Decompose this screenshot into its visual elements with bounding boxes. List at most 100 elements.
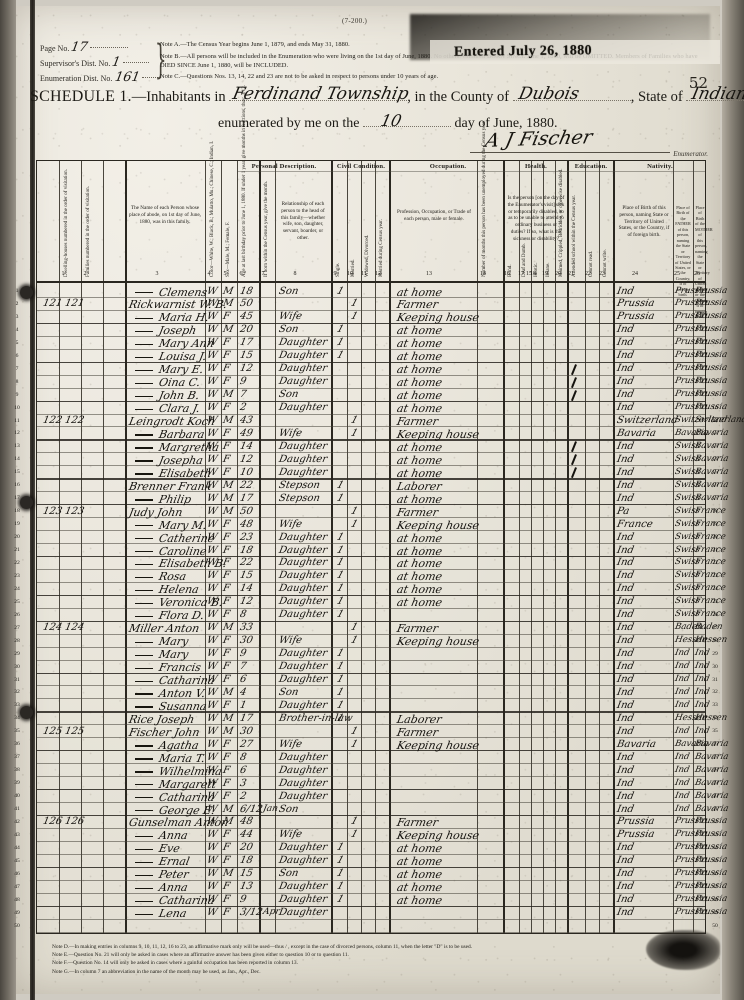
group-personal-description: Personal Description. xyxy=(251,163,317,170)
cell-value: Daughter xyxy=(277,764,329,776)
row-separator xyxy=(37,724,705,726)
cell-value: Bavaria xyxy=(694,492,730,503)
cell-value: 10 xyxy=(238,466,254,478)
cell-value: W xyxy=(205,855,219,867)
cell-value: M xyxy=(221,389,235,401)
cell-value: France xyxy=(694,570,727,581)
header-father-birthplace: Place of Birth of the FATHER of this per… xyxy=(675,205,691,298)
row-separator xyxy=(37,633,705,635)
cell-value: Ind xyxy=(615,376,635,388)
enumeration-dist-label: Enumeration Dist. No. xyxy=(40,74,113,83)
group-education: Education. xyxy=(574,163,608,170)
cell-value: Ind xyxy=(615,583,635,595)
cell-value: Bavaria xyxy=(615,738,657,750)
line-number: 22 xyxy=(14,559,20,566)
row-separator xyxy=(37,504,705,506)
column-number: 2 xyxy=(83,271,87,277)
cell-value: Clemens xyxy=(157,285,209,299)
line-number: 46 xyxy=(14,870,20,877)
header-occupation: Profession, Occupation, or Trade of each… xyxy=(396,209,472,222)
cell-value: Prussia xyxy=(694,324,729,335)
cell-value: 12 xyxy=(238,596,254,608)
line-number: 21 xyxy=(14,547,20,553)
cell-value: Wife xyxy=(277,738,303,750)
line-number: 2 xyxy=(713,300,717,307)
row-separator xyxy=(37,789,705,791)
line-number: 30 xyxy=(14,663,20,670)
header-dwelling: Dwelling-houses numbered in the order of… xyxy=(63,169,69,277)
cell-value: W xyxy=(205,725,219,737)
cell-value: F xyxy=(221,829,232,841)
cell-value: Daughter xyxy=(277,544,329,556)
cell-value: Wife xyxy=(277,518,303,530)
schedule-label: SCHEDULE 1. xyxy=(30,88,132,105)
cell-value: 30 xyxy=(238,635,254,647)
cell-value: France xyxy=(615,518,654,530)
row-separator xyxy=(37,296,705,298)
row-separator xyxy=(37,659,705,661)
row-separator xyxy=(37,594,705,597)
cell-value: Mary M. xyxy=(157,518,208,532)
cell-value: 2 xyxy=(238,402,248,414)
group-occupation: Occupation. xyxy=(429,163,467,170)
cell-value: at home xyxy=(395,350,444,364)
cell-value: Ind xyxy=(694,674,711,684)
supervisor-dist-value: 1 xyxy=(111,55,123,70)
note-b: Note B.—All persons will be included in … xyxy=(160,53,698,70)
cell-value: W xyxy=(205,648,219,660)
cell-value: W xyxy=(205,764,219,776)
ditto-dash xyxy=(135,563,153,566)
cell-value: 15 xyxy=(238,350,254,362)
column-number: 11 xyxy=(361,271,367,277)
cell-value: W xyxy=(205,842,219,854)
line-number: 14 xyxy=(14,456,20,463)
cell-value: W xyxy=(205,738,219,750)
line-number: 22 xyxy=(712,559,718,566)
cell-value: Miller Anton xyxy=(127,622,201,636)
line-number: 36 xyxy=(712,741,718,748)
line-number: 8 xyxy=(713,378,717,385)
page-no-value: 17 xyxy=(70,40,90,55)
cell-value: Prussia xyxy=(694,402,729,413)
row-separator xyxy=(37,452,705,454)
cell-value: M xyxy=(221,415,235,426)
line-number: 19 xyxy=(712,521,718,528)
line-number: 9 xyxy=(15,391,19,398)
cell-value: Daughter xyxy=(277,376,329,388)
line-number: 37 xyxy=(14,754,20,761)
line-number: 25 xyxy=(14,598,20,605)
cell-value: Ind xyxy=(615,635,635,647)
cell-value: 14 xyxy=(238,583,254,595)
line-number: 26 xyxy=(712,611,718,618)
cell-value: M xyxy=(221,725,235,737)
row-separator xyxy=(37,918,705,920)
single-tick: 1 xyxy=(335,674,346,685)
line-number: 24 xyxy=(14,585,20,592)
single-tick: 1 xyxy=(335,686,346,698)
column-number: 8 xyxy=(293,271,297,277)
cell-value: M xyxy=(221,298,235,310)
cell-value: 1 xyxy=(238,699,248,711)
ditto-dash xyxy=(135,538,153,540)
county-value: Dubois xyxy=(516,84,581,104)
cell-value: Elisabeth xyxy=(157,466,213,480)
ditto-dash xyxy=(135,900,153,903)
married-tick: 1 xyxy=(349,829,360,841)
cell-value: 18 xyxy=(238,855,254,867)
enumerator-caption: Enumerator. xyxy=(673,150,708,158)
column-number: 10 xyxy=(347,271,353,277)
line-number: 32 xyxy=(712,689,718,696)
cell-value: Ind xyxy=(615,363,635,375)
column-number: 15 xyxy=(526,271,532,277)
ditto-dash xyxy=(135,874,153,877)
line-number: 45 xyxy=(712,857,718,864)
cell-value: Prussia xyxy=(694,337,729,348)
cell-value: M xyxy=(221,622,235,634)
cell-value: Leingrodt Koch xyxy=(127,415,217,428)
brace-decoration: } xyxy=(154,37,167,83)
cell-value: Daughter xyxy=(277,363,329,375)
cell-value: W xyxy=(205,570,219,582)
cell-value: at home xyxy=(395,570,444,584)
cell-value: W xyxy=(205,751,219,763)
line-number: 6 xyxy=(15,352,19,359)
